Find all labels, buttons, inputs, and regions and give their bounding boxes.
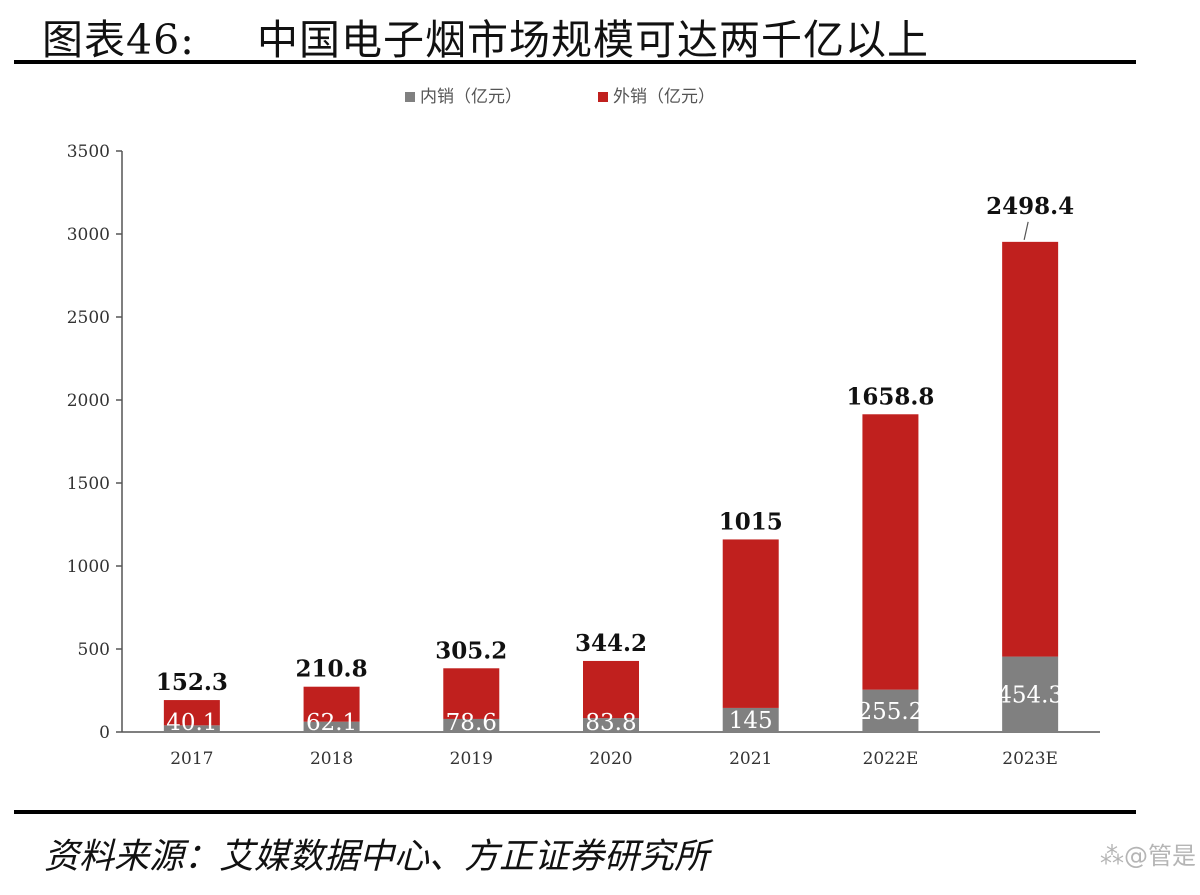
y-axis: 0 500 1000 1500 2000 2500 3000 3500	[67, 142, 123, 743]
y-tick-label: 1500	[67, 474, 110, 494]
source-note: 资料来源：艾媒数据中心、方正证券研究所	[44, 837, 710, 877]
y-tick-label: 3500	[67, 142, 110, 162]
legend: 内销（亿元） 外销（亿元）	[405, 87, 715, 107]
legend-swatch-0	[405, 92, 415, 102]
x-tick-label: 2018	[310, 749, 353, 769]
bar-domestic-2019	[443, 718, 500, 732]
bar-export-2021	[722, 539, 779, 708]
bar-export-2022E	[862, 414, 919, 690]
y-tick-label: 2500	[67, 308, 110, 328]
legend-swatch-1	[598, 92, 608, 102]
y-tick-label: 3000	[67, 225, 110, 245]
label-domestic-2018: 62.1	[306, 710, 357, 736]
bar-domestic-2021	[722, 707, 779, 732]
figure-title-text: 中国电子烟市场规模可达两千亿以上	[256, 16, 929, 64]
label-domestic-2022E: 255.2	[857, 699, 923, 725]
x-tick-label: 2019	[450, 749, 493, 769]
bars	[163, 241, 1059, 732]
x-tick-label: 2023E	[1002, 749, 1058, 769]
bar-export-2017	[163, 700, 220, 726]
label-export-2022E: 1658.8	[846, 383, 934, 410]
label-domestic-2020: 83.8	[585, 710, 636, 736]
chart-title: 图表46: 中国电子烟市场规模可达两千亿以上	[42, 6, 929, 66]
label-export-2020: 344.2	[575, 630, 647, 657]
bar-domestic-2018	[303, 721, 360, 732]
bar-domestic-2022E	[862, 689, 919, 732]
bar-domestic-2020	[583, 718, 639, 732]
bar-export-2019	[443, 668, 500, 719]
label-domestic-2019: 78.6	[446, 710, 497, 736]
bar-domestic-2023E	[1002, 656, 1059, 732]
legend-label-0: 内销（亿元）	[420, 87, 522, 107]
label-export-2018: 210.8	[296, 656, 368, 683]
label-export-2017: 152.3	[156, 669, 228, 696]
top-rule	[14, 60, 1136, 64]
x-tick-label: 2022E	[863, 749, 919, 769]
stacked-bar-chart: 内销（亿元） 外销（亿元） 0 500 1000 1500 2000 2500 3000 350…	[67, 87, 1100, 769]
y-tick-label: 0	[99, 723, 110, 743]
x-axis: 2017 2018 2019 2020 2021 2022E 2023E	[122, 731, 1100, 769]
label-export-2023E: 2498.4	[986, 193, 1074, 220]
label-domestic-2023E: 454.3	[997, 682, 1063, 708]
legend-label-1: 外销（亿元）	[613, 87, 715, 107]
data-labels: 40.1 152.3 62.1 210.8 78.6 305.2 83.8 344.2 145 1…	[156, 193, 1074, 736]
label-export-2019: 305.2	[435, 637, 507, 664]
x-tick-label: 2020	[589, 749, 632, 769]
y-tick-label: 2000	[67, 391, 110, 411]
y-tick-label: 500	[78, 640, 110, 660]
x-tick-label: 2017	[170, 749, 213, 769]
label-export-2021: 1015	[719, 508, 783, 535]
label-domestic-2017: 40.1	[166, 710, 217, 736]
bar-export-2023E	[1002, 241, 1059, 657]
bar-export-2020	[583, 660, 639, 719]
x-tick-label: 2021	[729, 749, 772, 769]
label-domestic-2021: 145	[729, 708, 773, 734]
bottom-rule	[14, 810, 1136, 814]
bar-export-2018	[303, 686, 360, 722]
watermark: ⁂@管是	[1100, 842, 1196, 870]
figure-number: 图表46:	[42, 16, 195, 64]
leader-line	[1023, 221, 1029, 240]
bar-domestic-2017	[163, 725, 220, 732]
y-tick-label: 1000	[67, 557, 110, 577]
